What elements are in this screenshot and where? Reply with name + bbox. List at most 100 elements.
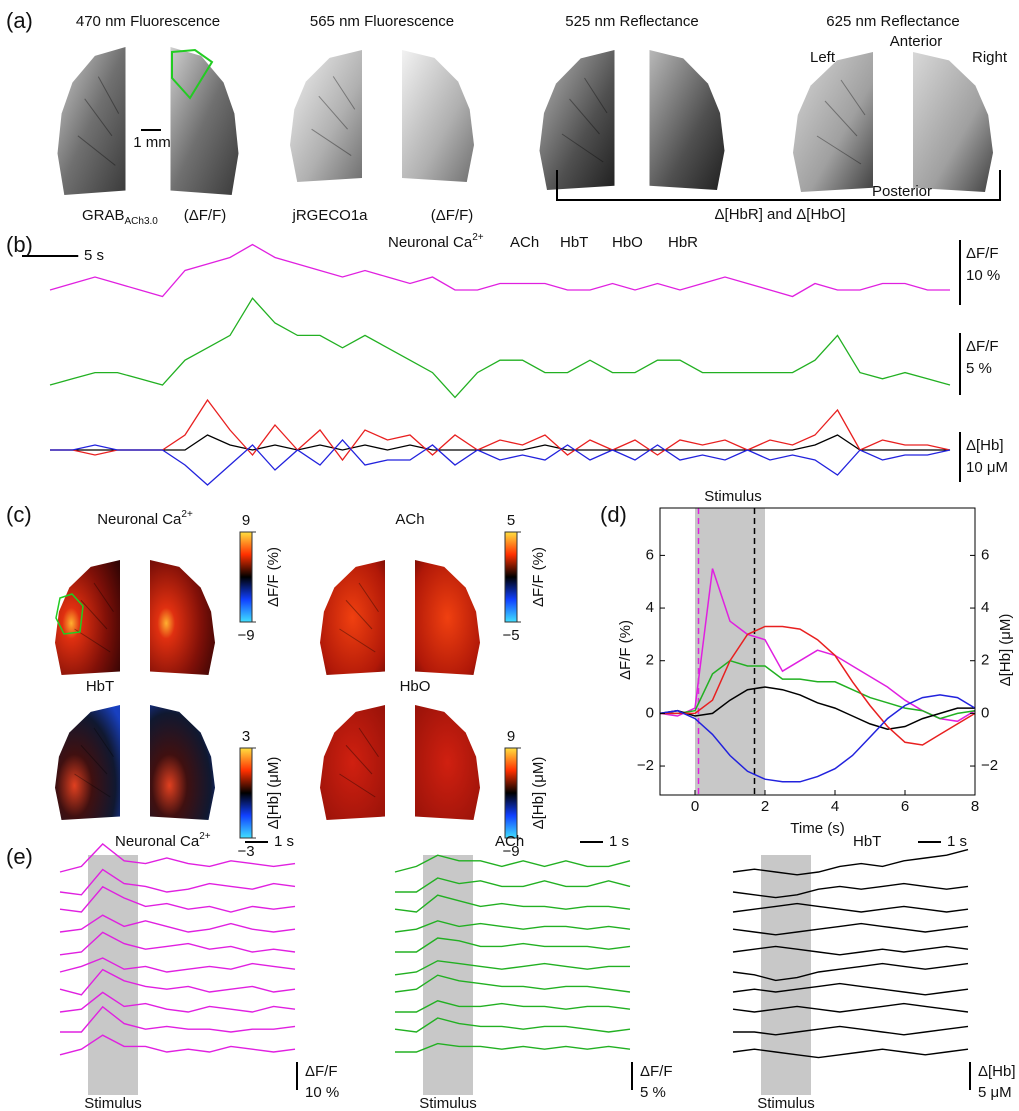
stimulus-label: Stimulus bbox=[757, 1095, 815, 1111]
caption: jRGECO1a bbox=[291, 207, 368, 224]
scale-label: ΔF/F bbox=[640, 1063, 673, 1080]
image-title: 470 nm Fluorescence bbox=[76, 13, 220, 30]
trace bbox=[50, 435, 950, 450]
panel-label: (a) bbox=[6, 8, 33, 33]
caption: Δ[HbR] and Δ[HbO] bbox=[715, 206, 846, 223]
map-right bbox=[415, 705, 480, 820]
map-left bbox=[55, 705, 120, 820]
caption: (ΔF/F) bbox=[184, 207, 227, 224]
y2-tick-label: 0 bbox=[981, 704, 989, 721]
colorbar-tick-label: 3 bbox=[242, 728, 250, 745]
trace bbox=[50, 245, 950, 297]
hemisphere-right bbox=[913, 52, 993, 192]
colorbar-tick-label: 9 bbox=[507, 728, 515, 745]
colorbar-label: ΔF/F (%) bbox=[530, 547, 547, 607]
y-tick-label: 4 bbox=[646, 599, 654, 616]
legend-entry-main: HbT bbox=[560, 234, 588, 251]
x-axis-label: Time (s) bbox=[790, 820, 844, 837]
y-tick-label: −2 bbox=[637, 757, 654, 774]
trace bbox=[50, 400, 950, 460]
panel-label: (b) bbox=[6, 232, 33, 257]
orientation: Posterior bbox=[872, 183, 932, 200]
map-title: HbT bbox=[86, 678, 114, 695]
colorbar-tick-label: 9 bbox=[242, 512, 250, 529]
map-right bbox=[150, 705, 215, 820]
chart-title: Stimulus bbox=[704, 488, 762, 505]
colorbar-tick-label: 5 bbox=[507, 512, 515, 529]
map-title-main: HbO bbox=[400, 678, 431, 695]
trace-title: ACh bbox=[495, 833, 524, 850]
hemisphere-right bbox=[650, 50, 725, 190]
map-title: HbO bbox=[400, 678, 431, 695]
y2-axis-label: Δ[Hb] (μM) bbox=[997, 614, 1014, 687]
scale-label: 10 % bbox=[966, 267, 1000, 284]
orientation: Right bbox=[972, 49, 1008, 66]
y2-tick-label: 6 bbox=[981, 546, 989, 563]
colorbar bbox=[240, 532, 252, 622]
map-title: Neuronal Ca2+ bbox=[97, 509, 193, 528]
trace bbox=[50, 298, 950, 397]
legend-entry: ACh bbox=[510, 234, 539, 251]
colorbar bbox=[505, 532, 517, 622]
time-scale-label: 1 s bbox=[947, 833, 967, 850]
colorbar-label: Δ[Hb] (μM) bbox=[265, 757, 282, 830]
hemisphere-left bbox=[540, 50, 615, 190]
colorbar-tick-label: −3 bbox=[237, 843, 254, 860]
scale-label: 5 % bbox=[966, 360, 992, 377]
trace-title-sup: 2+ bbox=[199, 831, 211, 842]
trace bbox=[50, 440, 950, 485]
image-title: 565 nm Fluorescence bbox=[310, 13, 454, 30]
trace-title: Neuronal Ca2+ bbox=[115, 831, 211, 850]
panel-label: (d) bbox=[600, 502, 627, 527]
map-title-main: ACh bbox=[395, 511, 424, 528]
caption: GRABACh3.0 bbox=[82, 207, 158, 227]
scale-label: ΔF/F bbox=[966, 245, 999, 262]
legend-entry-main: HbR bbox=[668, 234, 698, 251]
stimulus-label: Stimulus bbox=[419, 1095, 477, 1111]
scale-label: 10 % bbox=[305, 1084, 339, 1101]
scale-label: Δ[Hb] bbox=[978, 1063, 1016, 1080]
legend-entry: Neuronal Ca2+ bbox=[388, 232, 484, 251]
legend-entry: HbR bbox=[668, 234, 698, 251]
hemisphere-right bbox=[171, 47, 239, 195]
scale-label: 5 μM bbox=[978, 1084, 1012, 1101]
x-tick-label: 8 bbox=[971, 798, 979, 815]
colorbar bbox=[240, 748, 252, 838]
map-title-main: HbT bbox=[86, 678, 114, 695]
scale-label: ΔF/F bbox=[966, 338, 999, 355]
hemisphere-left bbox=[793, 52, 873, 192]
time-scale-label: 1 s bbox=[609, 833, 629, 850]
map-left bbox=[320, 705, 385, 820]
scale-bar-label: 1 mm bbox=[133, 134, 171, 151]
map-title: ACh bbox=[395, 511, 424, 528]
map-right bbox=[150, 560, 215, 675]
hemisphere-right bbox=[402, 50, 474, 182]
trace-title-main: Neuronal Ca bbox=[115, 833, 200, 850]
panel-label: (c) bbox=[6, 502, 32, 527]
trace-title-main: ACh bbox=[495, 833, 524, 850]
y-tick-label: 0 bbox=[646, 704, 654, 721]
scale-label: 10 μM bbox=[966, 459, 1008, 476]
stimulus-shade bbox=[761, 855, 811, 1095]
y-tick-label: 6 bbox=[646, 546, 654, 563]
panel-label: (e) bbox=[6, 844, 33, 869]
legend-entry-main: Neuronal Ca bbox=[388, 234, 473, 251]
time-scale-label: 1 s bbox=[274, 833, 294, 850]
y2-tick-label: 2 bbox=[981, 652, 989, 669]
colorbar-label: Δ[Hb] (μM) bbox=[530, 757, 547, 830]
y2-tick-label: −2 bbox=[981, 757, 998, 774]
hemisphere-left bbox=[58, 47, 126, 195]
legend-entry-sup: 2+ bbox=[472, 232, 484, 243]
map-title-main: Neuronal Ca bbox=[97, 511, 182, 528]
stimulus-label: Stimulus bbox=[84, 1095, 142, 1111]
x-tick-label: 2 bbox=[761, 798, 769, 815]
legend-entry: HbO bbox=[612, 234, 643, 251]
y-tick-label: 2 bbox=[646, 652, 654, 669]
legend-entry-main: HbO bbox=[612, 234, 643, 251]
colorbar-tick-label: −5 bbox=[502, 627, 519, 644]
colorbar bbox=[505, 748, 517, 838]
image-title: 525 nm Reflectance bbox=[565, 13, 698, 30]
figure: (a) (b) (c) (d) (e) 470 nm Fluorescence 565 nm… bbox=[0, 0, 1019, 1111]
caption-sub: ACh3.0 bbox=[125, 216, 159, 227]
trace-title: HbT bbox=[853, 833, 881, 850]
